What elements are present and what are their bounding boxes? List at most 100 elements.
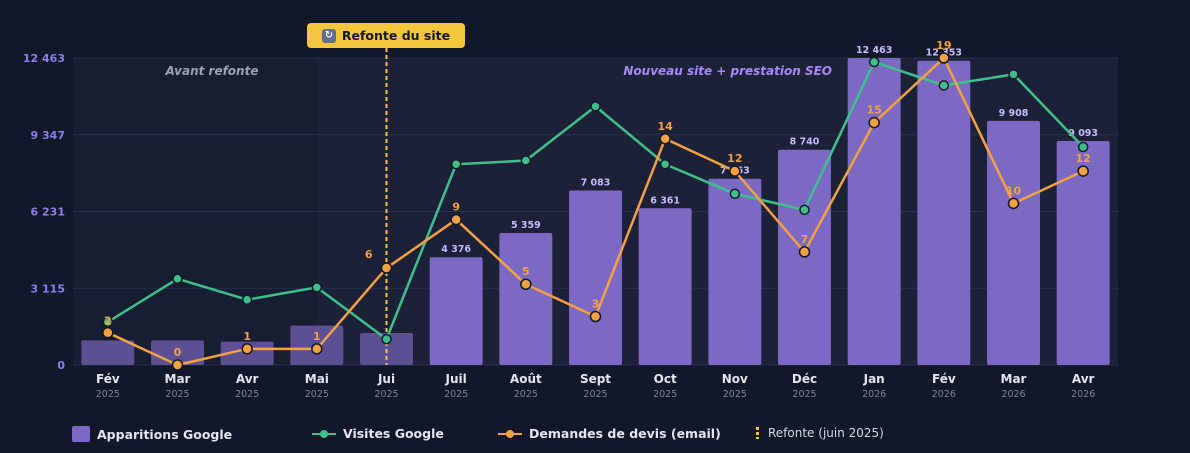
x-tick-year: 2025 [235, 389, 259, 400]
bar-value-label: 8 740 [790, 137, 820, 148]
bar-impressions [81, 340, 135, 365]
quotes-point [729, 165, 741, 177]
bar-impressions [499, 232, 553, 365]
quotes-point [1077, 165, 1089, 177]
visits-point [729, 188, 741, 200]
quotes-value-label: 0 [174, 346, 182, 359]
x-tick-month: Sept [580, 372, 611, 386]
bar-impressions [917, 60, 971, 365]
legend: Apparitions Google Visites Google Demand… [72, 426, 1172, 446]
bar-impressions [429, 257, 483, 365]
bar-impressions [569, 190, 622, 365]
x-tick-month: Jan [863, 372, 885, 386]
quotes-point [102, 326, 114, 339]
x-tick-year: 2025 [165, 389, 189, 400]
y-tick-label: 3 115 [31, 282, 65, 295]
visits-point [450, 158, 462, 170]
legend-label-impressions: Apparitions Google [97, 426, 233, 442]
visits-point [381, 333, 392, 345]
visits-point [590, 101, 601, 112]
quotes-point [1007, 197, 1020, 210]
x-tick-month: Nov [722, 372, 748, 386]
visits-point [659, 158, 671, 170]
legend-item-impressions[interactable]: Apparitions Google [72, 426, 232, 442]
x-tick-year: 2026 [1071, 389, 1095, 400]
x-tick-year: 2025 [514, 389, 538, 400]
x-tick-year: 2026 [1001, 389, 1025, 400]
x-tick-month: Fév [932, 372, 956, 386]
legend-item-redesign[interactable]: Refonte (juin 2025) [756, 426, 884, 440]
x-tick-year: 2025 [96, 389, 120, 400]
x-tick-month: Avr [1072, 372, 1095, 386]
legend-swatch-impressions [72, 426, 90, 442]
quotes-point [868, 116, 880, 129]
visits-point [938, 80, 950, 91]
bar-impressions [987, 120, 1040, 365]
quotes-point [659, 133, 671, 145]
quotes-value-label: 7 [801, 233, 809, 246]
x-tick-month: Juil [445, 372, 467, 386]
quotes-value-label: 5 [522, 265, 530, 278]
quotes-point [380, 262, 393, 274]
legend-label-quotes: Demandes de devis (email) [529, 426, 721, 441]
legend-item-quotes[interactable]: Demandes de devis (email) [498, 426, 721, 441]
visits-point [241, 294, 253, 305]
visits-point [311, 282, 323, 293]
x-tick-year: 2025 [583, 389, 607, 400]
quotes-value-label: 1 [243, 330, 251, 343]
visits-point [520, 155, 532, 166]
bar-value-label: 5 359 [511, 220, 541, 231]
legend-label-redesign: Refonte (juin 2025) [768, 426, 884, 440]
quotes-point [938, 52, 950, 64]
x-tick-month: Mar [1001, 372, 1027, 386]
quotes-value-label: 12 [1076, 152, 1091, 165]
x-tick-month: Jui [377, 372, 395, 386]
quotes-value-label: 2 [104, 315, 112, 328]
x-tick-year: 2025 [305, 389, 329, 400]
visits-point [102, 316, 114, 328]
visits-point [868, 56, 880, 68]
quotes-value-label: 14 [658, 120, 674, 133]
legend-item-visits[interactable]: Visites Google [312, 426, 444, 441]
x-tick-month: Mar [165, 372, 191, 386]
x-tick-month: Août [510, 372, 542, 386]
legend-label-visits: Visites Google [343, 426, 444, 441]
x-tick-month: Déc [792, 372, 817, 386]
bar-impressions [360, 332, 413, 365]
y-tick-label: 9 347 [31, 129, 65, 142]
quotes-value-label: 1 [313, 330, 321, 343]
bar-value-label: 12 463 [856, 45, 892, 56]
quotes-value-label: 3 [592, 298, 600, 311]
quotes-point [311, 343, 323, 355]
bar-value-label: 9 093 [1068, 128, 1098, 139]
quotes-point [520, 278, 532, 290]
quotes-value-label: 6 [365, 248, 373, 261]
quotes-value-label: 9 [452, 201, 460, 214]
x-tick-year: 2026 [932, 389, 956, 400]
legend-swatch-quotes [498, 428, 522, 440]
bar-impressions [847, 58, 901, 365]
bar-value-label: 4 376 [441, 244, 471, 255]
bar-impressions [1056, 141, 1110, 365]
bar-impressions [708, 178, 762, 365]
before-region-label: Avant refonte [165, 64, 259, 78]
legend-swatch-visits [312, 428, 336, 440]
x-tick-year: 2025 [444, 389, 468, 400]
x-tick-month: Avr [236, 372, 259, 386]
visits-point [1077, 141, 1089, 153]
bar-impressions [638, 208, 692, 365]
quotes-value-label: 10 [1006, 184, 1022, 197]
bar-value-label: 9 908 [999, 108, 1029, 119]
quotes-value-label: 19 [936, 39, 951, 52]
y-tick-label: 0 [57, 359, 65, 372]
x-tick-month: Fév [96, 372, 120, 386]
quotes-point [450, 213, 462, 226]
visits-point [172, 273, 183, 285]
legend-swatch-redesign [756, 427, 759, 439]
y-tick-label: 12 463 [23, 52, 65, 65]
visits-point [799, 204, 810, 216]
refresh-icon: ↻ [321, 28, 336, 43]
x-tick-year: 2025 [374, 389, 398, 400]
y-tick-label: 6 231 [31, 206, 65, 219]
